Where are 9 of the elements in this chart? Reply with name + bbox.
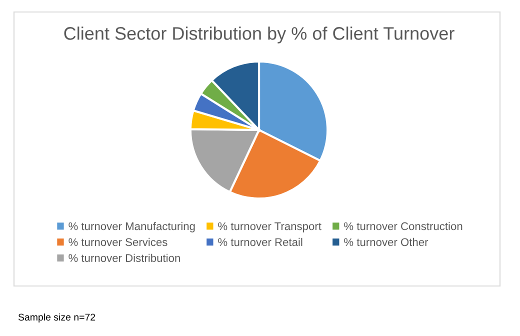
legend-label: % turnover Services (68, 238, 168, 246)
legend-label: % turnover Manufacturing (68, 222, 195, 232)
legend-label: % turnover Construction (344, 222, 462, 230)
text: Sample size n=72 (18, 313, 96, 323)
legend-label: % turnover Transport (218, 222, 322, 232)
legend-label: % turnover Other (344, 238, 428, 246)
legend-label: % turnover Distribution (68, 254, 180, 262)
chart-title: Client Sector Distribution by % of Client Turnover (64, 26, 454, 44)
legend-label: % turnover Retail (218, 238, 302, 246)
